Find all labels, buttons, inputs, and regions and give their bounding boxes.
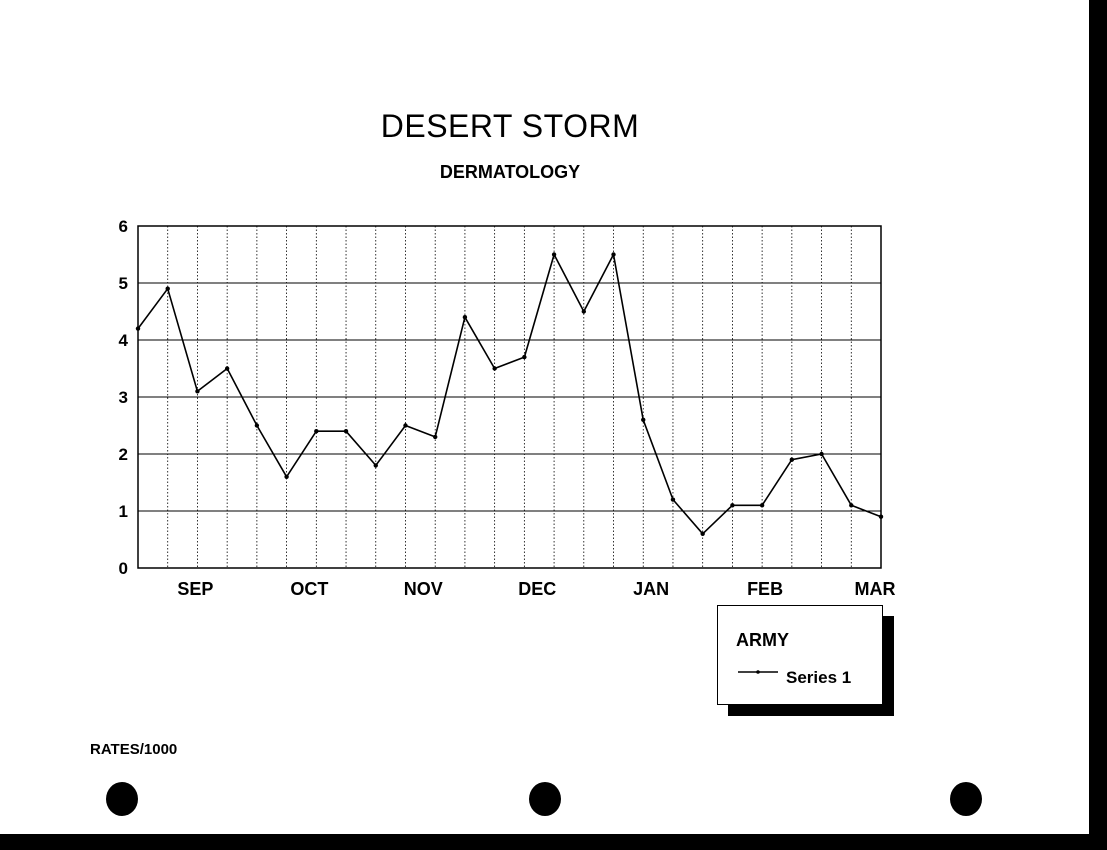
x-tick-label: MAR — [855, 579, 896, 599]
legend: ARMY Series 1 — [717, 605, 883, 705]
series-1-point — [254, 423, 260, 428]
series-1-point — [611, 252, 616, 257]
series-1-point — [581, 309, 586, 314]
series-1-point — [730, 503, 735, 508]
chart-title: DESERT STORM — [380, 108, 640, 144]
series-1-point — [195, 389, 200, 394]
series-1-line — [137, 253, 882, 535]
series-1-point — [700, 531, 705, 536]
legend-series-swatch — [738, 670, 778, 674]
series-1-point — [284, 474, 289, 479]
series-1-point — [433, 434, 438, 440]
x-tick-label: DEC — [518, 579, 556, 599]
series-1-point — [373, 463, 378, 468]
legend-series-label: Series 1 — [786, 668, 852, 687]
y-tick-label: 2 — [119, 445, 128, 464]
series-1-point — [403, 423, 408, 428]
y-tick-label: 0 — [119, 559, 128, 578]
x-tick-label: JAN — [633, 579, 669, 599]
series-1-point — [165, 286, 170, 291]
series-1-point — [819, 451, 824, 457]
page-edge-bottom — [0, 834, 1107, 850]
page-edge-right — [1089, 0, 1107, 850]
series-1-point — [462, 315, 468, 320]
series-1-point — [849, 503, 854, 508]
y-tick-label: 3 — [119, 388, 128, 407]
series-1-point — [878, 514, 884, 519]
series-1-point — [759, 503, 765, 508]
chart-subtitle: DERMATOLOGY — [439, 162, 581, 182]
x-tick-label: OCT — [290, 579, 328, 599]
x-tick-label: NOV — [404, 579, 443, 599]
series-1-point — [224, 366, 230, 371]
legend-title: ARMY — [736, 630, 789, 650]
y-tick-label: 1 — [119, 502, 128, 521]
series-1-point — [343, 429, 349, 434]
x-tick-label: FEB — [747, 579, 783, 599]
y-tick-label: 4 — [119, 331, 129, 350]
y-tick-label: 6 — [119, 217, 128, 236]
series-1-point — [522, 354, 527, 360]
x-tick-label: SEP — [177, 579, 213, 599]
y-tick-label: 5 — [119, 274, 128, 293]
series-1-point — [670, 497, 676, 502]
punch-hole-center — [529, 782, 561, 816]
series-1-point — [492, 366, 497, 371]
y-axis-units-label: RATES/1000 — [90, 741, 178, 758]
series-1-point — [135, 326, 141, 331]
series-1-point — [551, 252, 557, 257]
series-1-point — [789, 457, 795, 462]
series-1-point — [641, 417, 646, 422]
series-1-point — [314, 429, 319, 434]
punch-hole-right — [950, 782, 982, 816]
punch-hole-left — [106, 782, 138, 816]
